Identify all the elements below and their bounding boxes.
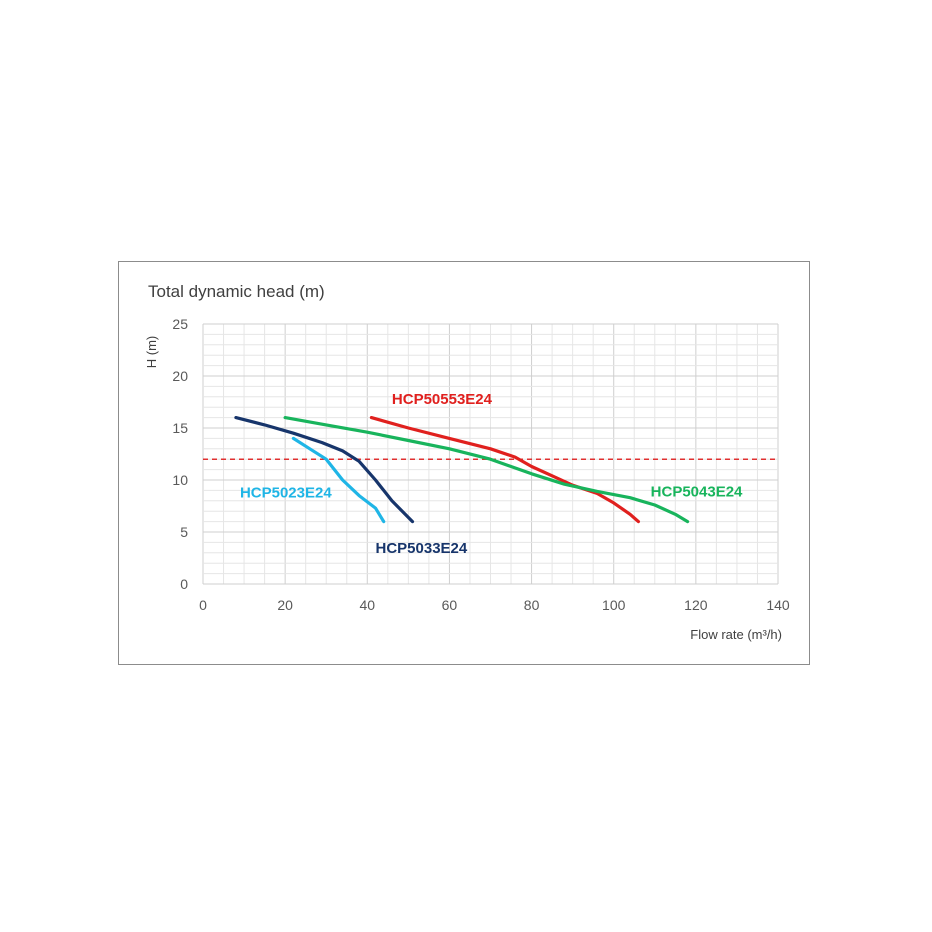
- y-tick-label: 15: [172, 420, 188, 436]
- x-tick-label: 40: [359, 597, 375, 613]
- series-line-hcp5023e24: [291, 436, 386, 524]
- series-labels: HCP5023E24 HCP5033E24 HCP50553E24 HCP5043E2…: [240, 391, 743, 557]
- x-tick-label: 60: [442, 597, 458, 613]
- y-tick-label: 20: [172, 368, 188, 384]
- series-label-hcp50553e24: HCP50553E24: [392, 391, 493, 408]
- chart-svg: 0 20 40 60 80 100 120 140 0 5 10 15 20 25 Total dynam…: [144, 282, 790, 642]
- series-group: [234, 416, 690, 524]
- y-axis-label: H (m): [144, 336, 159, 369]
- series-label-hcp5043e24: HCP5043E24: [651, 484, 743, 501]
- y-tick-label: 5: [180, 524, 188, 540]
- x-tick-label: 20: [277, 597, 293, 613]
- chart-frame: 0 20 40 60 80 100 120 140 0 5 10 15 20 25 Total dynam…: [118, 261, 810, 665]
- x-tick-label: 140: [766, 597, 790, 613]
- y-tick-label: 10: [172, 472, 188, 488]
- y-tick-label: 25: [172, 316, 188, 332]
- series-line-hcp50553e24: [369, 416, 640, 524]
- series-label-hcp5023e24: HCP5023E24: [240, 485, 332, 502]
- x-tick-label: 0: [199, 597, 207, 613]
- grid: [202, 323, 779, 585]
- x-tick-label: 100: [602, 597, 626, 613]
- series-line-hcp5033e24: [234, 416, 415, 524]
- x-tick-label: 80: [524, 597, 540, 613]
- tick-labels: 0 20 40 60 80 100 120 140 0 5 10 15 20 25: [172, 316, 789, 613]
- series-label-hcp5033e24: HCP5033E24: [376, 540, 468, 557]
- y-tick-label: 0: [180, 576, 188, 592]
- series-line-hcp5043e24: [283, 416, 690, 524]
- x-axis-label: Flow rate (m³/h): [690, 627, 782, 642]
- chart-title: Total dynamic head (m): [148, 282, 325, 301]
- x-tick-label: 120: [684, 597, 708, 613]
